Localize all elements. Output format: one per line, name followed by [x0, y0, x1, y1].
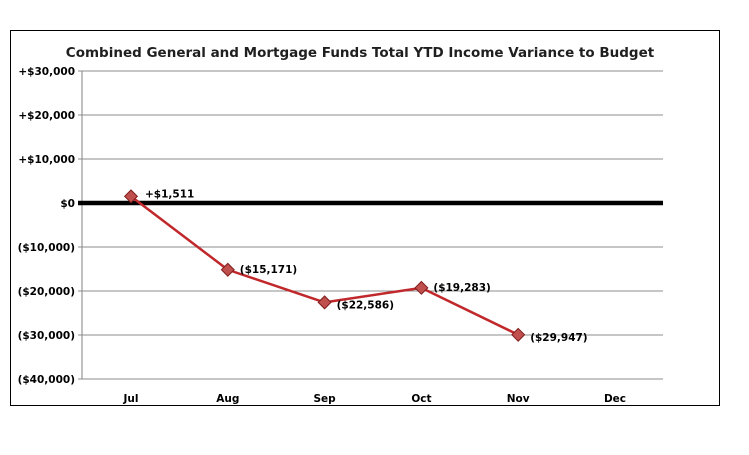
- x-tick-label: Aug: [216, 393, 239, 405]
- series-line: [130, 195, 519, 336]
- y-tick-label: $0: [60, 198, 75, 210]
- chart-title: Combined General and Mortgage Funds Tota…: [66, 45, 655, 61]
- data-label: ($19,283): [433, 282, 490, 294]
- line-chart: Combined General and Mortgage Funds Tota…: [18, 45, 663, 405]
- chart-frame: Combined General and Mortgage Funds Tota…: [10, 30, 720, 406]
- y-tick-label: ($20,000): [18, 286, 75, 298]
- data-point-marker: [317, 295, 332, 310]
- data-point-marker: [123, 189, 139, 204]
- data-label: +$1,511: [145, 188, 194, 200]
- y-tick-label: ($10,000): [18, 242, 75, 254]
- y-tick-label: ($30,000): [18, 330, 75, 342]
- x-tick-label: Jul: [123, 393, 139, 405]
- x-tick-label: Oct: [411, 393, 431, 405]
- data-point-marker: [511, 327, 526, 342]
- x-tick-label: Dec: [604, 393, 626, 405]
- x-axis-ticks: Jul Aug Sep Oct Nov Dec: [123, 393, 627, 405]
- data-label: ($29,947): [530, 332, 587, 344]
- x-tick-label: Nov: [507, 393, 530, 405]
- x-tick-label: Sep: [313, 393, 336, 405]
- data-point-marker: [414, 280, 429, 295]
- data-point-marker: [220, 262, 235, 277]
- y-tick-label: +$20,000: [18, 110, 75, 122]
- y-tick-label: +$10,000: [18, 154, 75, 166]
- data-label: ($22,586): [337, 299, 394, 311]
- y-tick-label: ($40,000): [18, 374, 75, 386]
- data-label: ($15,171): [240, 264, 297, 276]
- y-axis-ticks: +$30,000 +$20,000 +$10,000 $0 ($10,000) ($20,…: [18, 66, 75, 386]
- series-layer: [123, 189, 526, 342]
- y-tick-label: +$30,000: [18, 66, 75, 78]
- gridlines: [78, 70, 663, 380]
- data-labels: +$1,511 ($15,171) ($22,586) ($19,283) ($29,9…: [145, 188, 588, 343]
